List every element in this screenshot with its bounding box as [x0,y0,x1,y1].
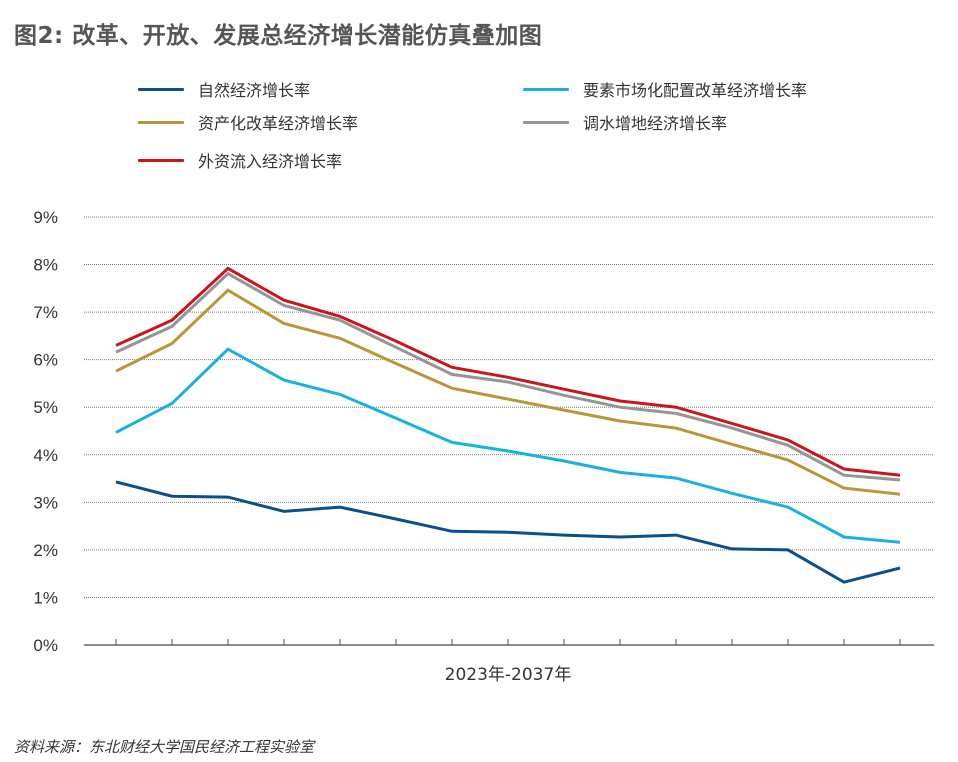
y-tick-label: 9% [33,208,58,227]
source-note: 资料来源：东北财经大学国民经济工程实验室 [14,738,315,756]
series-lines [115,266,901,584]
legend-label-factor-market: 要素市场化配置改革经济增长率 [583,81,808,100]
series-line-factor-market [115,347,901,544]
y-tick-label: 2% [33,541,58,560]
legend-item-water-land: 调水增地经济增长率 [523,110,727,134]
series-line-asset-reform [115,288,901,496]
legend-label-foreign-capital: 外资流入经济增长率 [198,152,343,171]
series-line-foreign-capital [115,266,901,477]
y-tick-label: 4% [33,446,58,465]
legend-label-asset-reform: 资产化改革经济增长率 [198,114,359,133]
legend-swatch-foreign-capital [138,158,184,162]
legend-item-natural: 自然经济增长率 [138,77,310,101]
legend-swatch-asset-reform [138,120,184,124]
legend-item-asset-reform: 资产化改革经济增长率 [138,110,358,134]
y-tick-label: 7% [33,303,58,322]
legend-swatch-natural [138,87,184,91]
legend-label-water-land: 调水增地经济增长率 [583,114,728,133]
y-tick-label: 6% [33,351,58,370]
series-line-water-land [115,271,901,482]
x-axis [84,639,934,646]
y-tick-label: 3% [33,493,58,512]
y-tick-label: 5% [33,398,58,417]
y-axis-ticks: 0% 1% 2% 3% 4% 5% 6% 7% 8% 9% [33,208,58,655]
legend-label-natural: 自然经济增长率 [198,81,311,100]
chart-title: 图2: 改革、开放、发展总经济增长潜能仿真叠加图 [14,23,543,49]
legend-item-factor-market: 要素市场化配置改革经济增长率 [523,77,807,101]
legend-item-foreign-capital: 外资流入经济增长率 [138,148,342,172]
x-axis-label: 2023年-2037年 [445,665,572,685]
gridlines [84,216,934,598]
y-tick-label: 0% [33,636,58,655]
y-tick-label: 8% [33,256,58,275]
series-line-natural [115,480,901,584]
y-tick-label: 1% [33,588,58,607]
legend-swatch-factor-market [523,87,569,91]
legend: 自然经济增长率 要素市场化配置改革经济增长率 资产化改革经济增长率 调水增地经济… [0,0,958,190]
legend-swatch-water-land [523,120,569,124]
